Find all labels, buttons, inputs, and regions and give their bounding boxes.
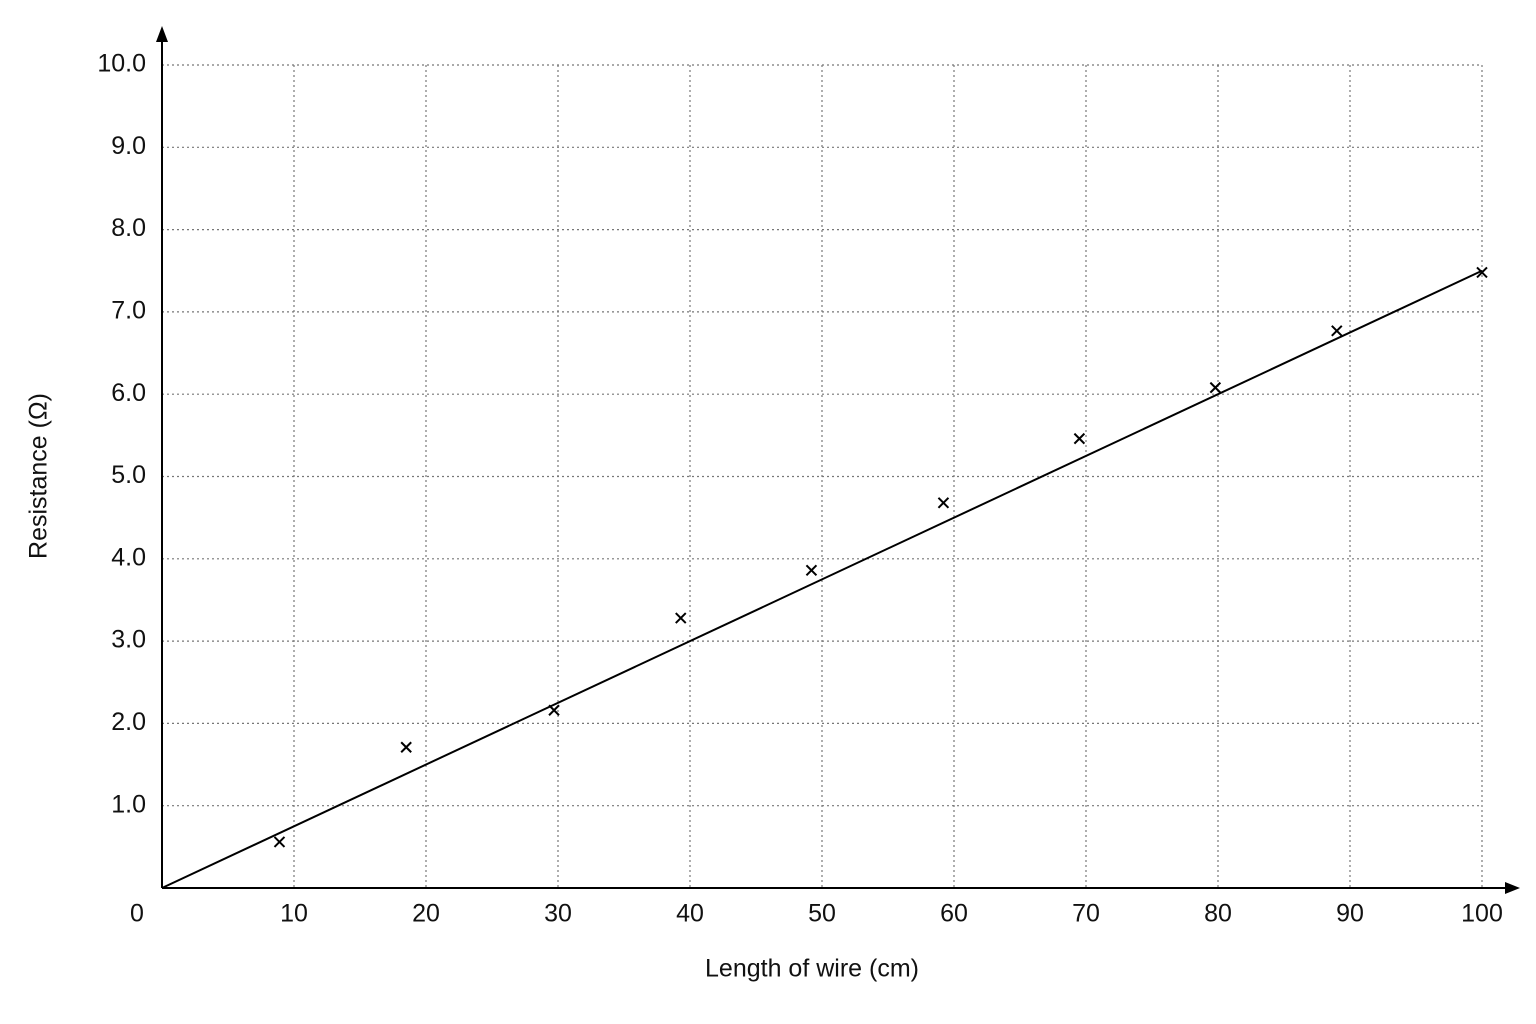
x-tick-label: 60	[940, 900, 968, 928]
y-axis-arrow	[156, 26, 168, 42]
data-point	[1331, 325, 1343, 337]
x-tick-label: 20	[412, 900, 440, 928]
y-tick-label: 3.0	[111, 626, 146, 654]
x-tick-label: 10	[280, 900, 308, 928]
data-point	[805, 564, 818, 577]
data-point	[937, 497, 950, 509]
x-tick-label: 90	[1336, 900, 1364, 928]
y-tick-label: 9.0	[111, 132, 146, 160]
x-tick-label: 30	[544, 900, 572, 928]
data-point	[675, 612, 687, 624]
data-point	[400, 741, 412, 753]
y-tick-label: 6.0	[111, 379, 146, 407]
y-tick-label: 1.0	[111, 790, 146, 818]
y-tick-label: 2.0	[111, 708, 146, 736]
data-point	[548, 704, 560, 716]
x-axis-label: Length of wire (cm)	[705, 955, 919, 983]
x-tick-label: 100	[1461, 900, 1503, 928]
x-axis-arrow	[1505, 882, 1520, 894]
y-axis-label: Resistance (Ω)	[25, 393, 53, 559]
x-tick-label: 50	[808, 900, 836, 928]
data-point	[1476, 266, 1488, 279]
data-point	[273, 836, 286, 848]
y-tick-label: 8.0	[111, 214, 146, 242]
y-tick-label: 10.0	[97, 50, 146, 78]
data-point	[1073, 432, 1086, 445]
x-tick-label: 70	[1072, 900, 1100, 928]
y-tick-label: 5.0	[111, 461, 146, 489]
data-point	[1209, 381, 1222, 394]
y-tick-label: 4.0	[111, 543, 146, 571]
x-tick-label: 0	[130, 900, 144, 928]
fit-line	[161, 269, 1483, 889]
x-tick-label: 80	[1204, 900, 1232, 928]
x-tick-label: 40	[676, 900, 704, 928]
y-tick-label: 7.0	[111, 297, 146, 325]
